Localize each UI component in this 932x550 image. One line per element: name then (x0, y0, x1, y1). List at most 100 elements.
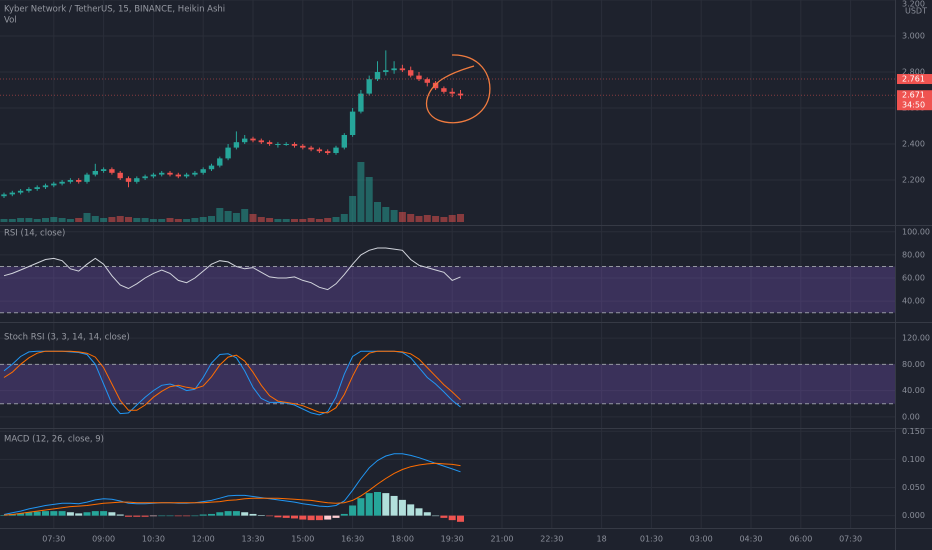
marks (0, 50, 895, 522)
histogram-bar (66, 512, 74, 516)
y-tick-label: 40.00 (902, 297, 925, 306)
histogram-bar (423, 512, 431, 516)
histogram-bar (199, 514, 207, 516)
candle-body (76, 180, 82, 182)
volume-bar (141, 218, 149, 222)
candle-body (150, 174, 157, 177)
histogram-bar (390, 495, 398, 516)
candle-body (258, 140, 264, 143)
histogram-bar (324, 515, 332, 520)
candle-body (366, 79, 372, 94)
volume-bar (315, 219, 323, 222)
candle-body (225, 147, 231, 159)
x-tick-label: 21:00 (490, 535, 513, 544)
histogram-bar (398, 499, 406, 516)
price-tag (897, 90, 932, 111)
candle-body (183, 174, 190, 177)
histogram-bar (133, 515, 141, 517)
candle-body (233, 142, 240, 148)
y-tick-label: 0.00 (902, 412, 920, 421)
chart-title: Kyber Network / TetherUS, 15, BINANCE, H… (4, 5, 225, 15)
histogram-bar (266, 515, 274, 517)
candle-body (159, 172, 165, 175)
candle-body (208, 165, 215, 170)
volume-bar (100, 218, 108, 222)
volume-bar (374, 202, 381, 222)
y-tick-label: 2.200 (902, 176, 925, 185)
volume-bar (274, 219, 282, 222)
volume-bar (249, 214, 257, 222)
volume-bar (282, 219, 290, 222)
volume-bar (324, 218, 332, 222)
x-tick-label: 01:30 (640, 535, 663, 544)
candle-body (117, 172, 123, 179)
grid (0, 0, 895, 528)
candle-body (17, 190, 24, 193)
candle-body (341, 135, 347, 148)
pane-title: RSI (14, close) (4, 229, 65, 239)
price-tag-label: 2.761 (902, 75, 925, 84)
volume-title: Vol (4, 16, 17, 26)
histogram-bar (174, 515, 182, 517)
volume-bar (58, 218, 66, 222)
volume-bar (42, 218, 49, 222)
volume-bar (33, 219, 41, 222)
candle-body (242, 138, 248, 143)
y-tick-label: 2.400 (902, 140, 925, 149)
volume-bar (398, 212, 406, 222)
price-tag (897, 74, 932, 85)
volume-bar (299, 219, 307, 222)
hand-drawn-circle (425, 54, 491, 124)
indicator-line (3, 350, 461, 414)
y-tick-label: 80.00 (902, 250, 925, 259)
y-tick-label: 100.00 (902, 227, 930, 236)
volume-bar (216, 208, 224, 222)
x-tick-label: 18 (597, 535, 607, 544)
candle-body (383, 70, 389, 72)
histogram-bar (365, 493, 373, 516)
volume-bar (415, 216, 423, 222)
volume-bar (307, 218, 315, 222)
candle-body (34, 187, 40, 189)
x-tick-label: 12:00 (192, 535, 215, 544)
candle-body (175, 174, 181, 177)
volume-bar (199, 217, 207, 222)
histogram-bar (232, 511, 240, 516)
volume-bar (448, 215, 456, 222)
candle-body (325, 151, 331, 153)
volume-bar (158, 219, 166, 222)
histogram-bar (332, 515, 340, 518)
x-tick-label: 03:00 (690, 535, 713, 544)
volume-bar (241, 209, 249, 222)
histogram-bar (149, 515, 157, 517)
candle-body (84, 174, 90, 182)
histogram-bar (448, 515, 456, 521)
volume-bar (133, 218, 141, 222)
histogram-bar (241, 512, 249, 516)
volume-bar (191, 218, 199, 222)
volume-bar (266, 218, 274, 222)
volume-bar (149, 219, 157, 222)
histogram-bar (141, 515, 149, 517)
candle-body (200, 169, 206, 173)
countdown: 34:50 (902, 101, 925, 110)
volume-bar (382, 207, 390, 222)
volume-bar (232, 213, 240, 222)
histogram-bar (249, 513, 257, 516)
volume-bar (166, 218, 174, 222)
volume-bar (432, 216, 440, 222)
histogram-bar (116, 514, 124, 516)
volume-bar (125, 217, 132, 222)
volume-bar (50, 217, 58, 222)
band-fill (0, 364, 895, 404)
y-tick-label: 0.100 (902, 455, 925, 464)
candle-body (275, 144, 281, 145)
candle-body (51, 183, 57, 186)
candle-body (374, 72, 381, 80)
volume-bar (116, 216, 124, 222)
candle-body (424, 79, 430, 83)
histogram-bar (91, 511, 99, 516)
volume-bar (224, 211, 232, 222)
y-tick-label: 60.00 (902, 274, 925, 283)
